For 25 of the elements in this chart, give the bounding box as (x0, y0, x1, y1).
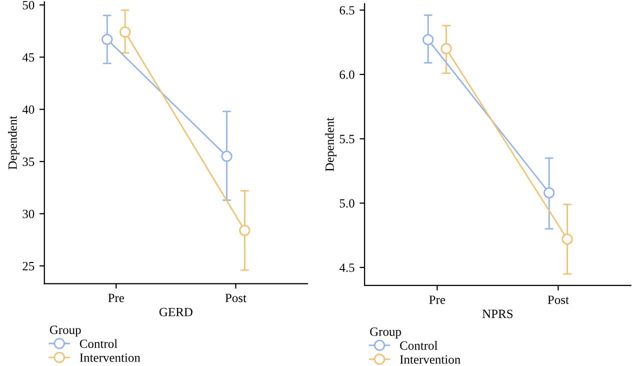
x-tick-label: Pre (429, 296, 446, 304)
y-tick-label: 30 (22, 210, 34, 218)
y-tick-label: 40 (22, 105, 34, 114)
y-tick-label: 45 (22, 53, 34, 62)
legend-label: Intervention (400, 355, 460, 364)
x-tick-label: Pre (108, 294, 124, 302)
x-tick-label: Post (225, 294, 246, 302)
y-axis-title: Dependent (8, 116, 20, 170)
legend-title: Group (370, 328, 401, 338)
legend-label: Intervention (80, 354, 140, 362)
y-tick-label: 5.5 (340, 134, 354, 144)
y-tick-label: 50 (22, 0, 34, 10)
y-tick-label: 6.0 (340, 70, 354, 79)
legend-title: Group (50, 326, 81, 337)
x-axis-title: GERD (159, 308, 192, 316)
y-tick-label: 4.5 (339, 264, 354, 272)
y-tick-label: 25 (22, 262, 34, 270)
legend-label: Control (80, 339, 118, 348)
y-tick-label: 5.0 (340, 199, 354, 208)
legend-label: Control (400, 341, 438, 350)
y-tick-label: 6.5 (340, 6, 354, 15)
y-tick-label: 35 (22, 158, 34, 166)
x-axis-title: NPRS (482, 310, 513, 318)
x-tick-label: Post (548, 296, 569, 304)
y-axis-title: Dependent (325, 118, 336, 172)
